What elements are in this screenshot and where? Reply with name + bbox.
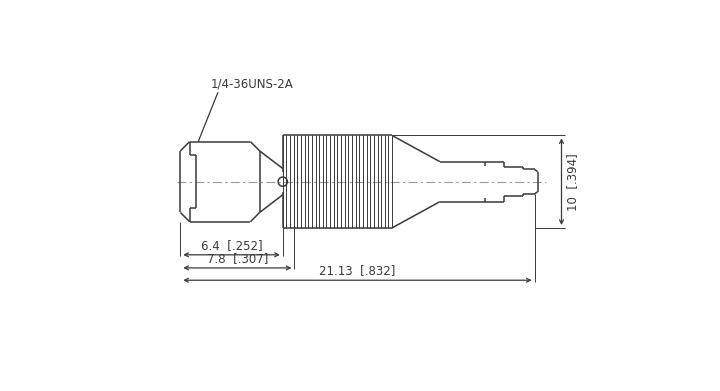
Text: 21.13  [.832]: 21.13 [.832] <box>319 264 395 277</box>
Text: 1/4-36UNS-2A: 1/4-36UNS-2A <box>211 77 294 90</box>
Text: 6.4  [.252]: 6.4 [.252] <box>201 239 262 252</box>
Text: 10  [.394]: 10 [.394] <box>566 153 579 210</box>
Text: 7.8  [.307]: 7.8 [.307] <box>207 252 268 265</box>
